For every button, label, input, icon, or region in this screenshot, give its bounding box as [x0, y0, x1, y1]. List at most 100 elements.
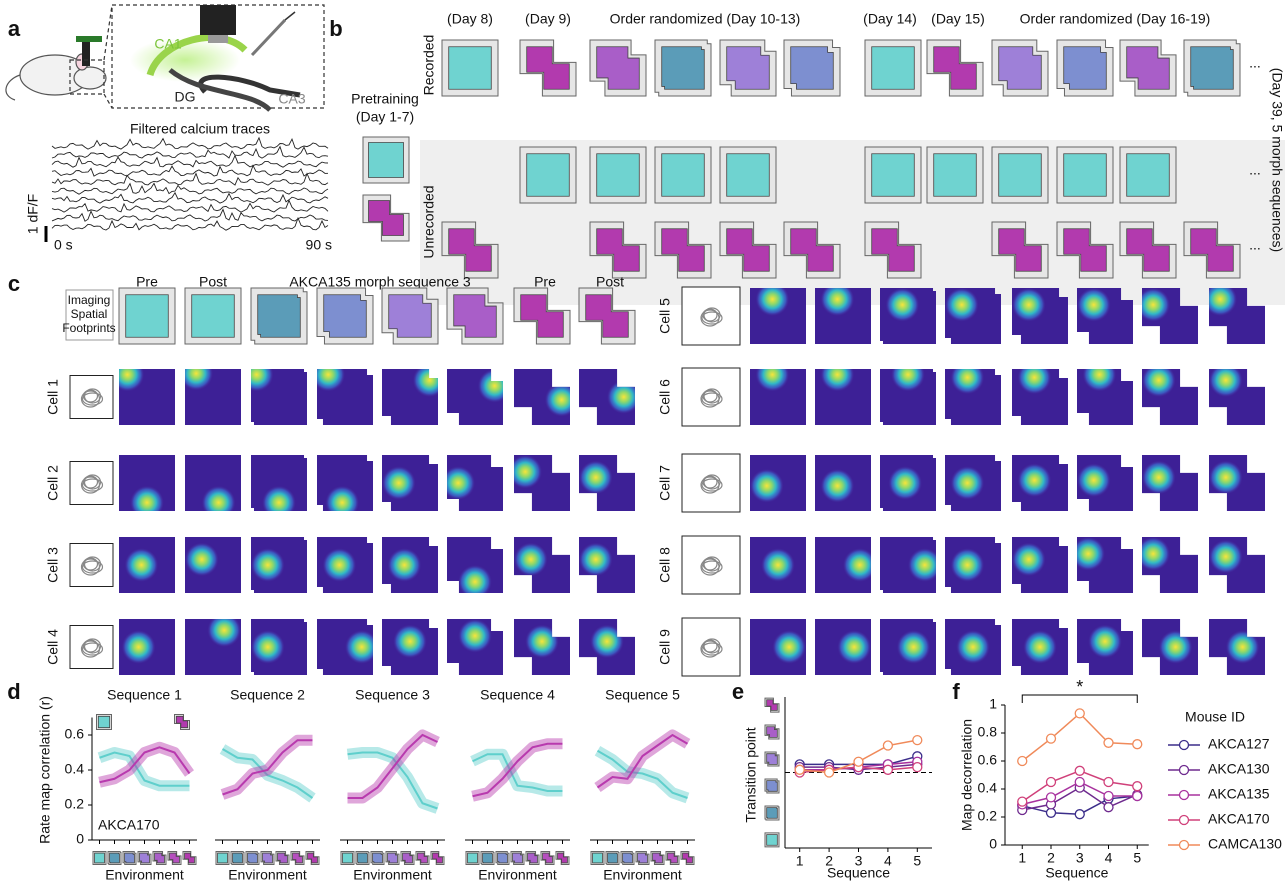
panel-label: f	[952, 679, 960, 704]
place-field	[888, 466, 922, 500]
environment-floor	[358, 853, 368, 863]
y-axis-label: Rate map correlation (r)	[37, 696, 53, 844]
environment-floor	[1127, 154, 1170, 197]
environment-floor	[1127, 47, 1170, 90]
time-label: 0 s	[54, 237, 73, 253]
x-axis-label: Environment	[105, 867, 184, 883]
footprint-box	[70, 376, 113, 419]
place-field	[761, 548, 795, 582]
calcium-trace	[52, 210, 328, 222]
column-header: AKCA135 morph sequence 3	[289, 274, 471, 290]
ellipsis: ...	[1249, 162, 1261, 178]
place-field	[772, 630, 806, 664]
environment-floor	[176, 716, 187, 727]
subplot-title: Sequence 2	[230, 687, 305, 703]
point	[1075, 810, 1084, 819]
y-tick-label: 0	[76, 831, 84, 847]
place-field	[945, 288, 979, 322]
place-field	[458, 619, 492, 653]
place-field	[843, 548, 877, 582]
y-tick-label: 0.4	[978, 780, 998, 796]
environment-floor	[662, 47, 705, 90]
environment-floor	[449, 47, 492, 90]
environment-floor	[98, 716, 109, 727]
significance: *	[1076, 677, 1083, 697]
environment-floor	[767, 808, 778, 819]
panel-label: c	[8, 271, 20, 296]
footprint-box	[682, 536, 740, 594]
place-field	[311, 358, 345, 392]
place-field	[413, 363, 447, 397]
place-field	[382, 466, 416, 500]
point	[825, 768, 834, 777]
place-field	[1018, 463, 1052, 497]
environment-floor	[872, 154, 915, 197]
place-field	[1018, 361, 1052, 395]
environment-floor	[791, 47, 834, 90]
environment-floor	[558, 853, 568, 863]
legend-marker	[1180, 766, 1189, 775]
environment-floor	[324, 295, 367, 338]
point	[1047, 793, 1056, 802]
environment-floor	[999, 154, 1042, 197]
point	[1047, 808, 1056, 817]
footprint-box	[682, 287, 740, 345]
place-field	[579, 461, 613, 495]
environment-floor	[373, 853, 383, 863]
place-field	[1159, 630, 1193, 664]
place-field	[130, 486, 164, 520]
place-field	[951, 548, 985, 582]
panel-label: e	[732, 679, 744, 704]
point	[883, 741, 892, 750]
footprint-box	[682, 368, 740, 426]
place-field	[1071, 537, 1105, 571]
place-field	[122, 630, 156, 664]
place-field	[590, 625, 624, 659]
legend-title: Mouse ID	[1185, 709, 1245, 725]
place-field	[1012, 543, 1046, 577]
place-field	[1077, 463, 1111, 497]
place-field	[441, 466, 475, 500]
environment-floor	[668, 853, 678, 863]
place-field	[262, 486, 296, 520]
place-field	[1209, 461, 1243, 495]
environment-floor	[527, 47, 570, 90]
place-field	[1209, 540, 1243, 574]
x-axis-label: Environment	[603, 867, 682, 883]
footprint-box	[682, 454, 740, 512]
environment-floor	[608, 853, 618, 863]
y-tick-label: 0.2	[65, 796, 85, 812]
place-field	[458, 565, 492, 599]
place-field	[1136, 537, 1170, 571]
environment-floor	[1064, 154, 1107, 197]
environment-floor	[727, 154, 770, 197]
environment-floor	[872, 47, 915, 90]
environment-floor	[934, 47, 977, 90]
place-field	[897, 630, 931, 664]
legend-label: AKCA170	[1208, 811, 1270, 827]
environment-floor	[369, 143, 404, 178]
environment-floor	[527, 154, 570, 197]
subplot-title: Sequence 4	[480, 687, 555, 703]
point	[1075, 709, 1084, 718]
subplot-title: Sequence 1	[107, 687, 182, 703]
place-field	[179, 357, 213, 391]
x-axis-label: Sequence	[1045, 865, 1108, 881]
environment-floor	[95, 853, 105, 863]
legend-marker	[1180, 741, 1189, 750]
footprint-label: Imaging	[68, 293, 111, 307]
place-field	[202, 486, 236, 520]
environment-floor	[1064, 47, 1107, 90]
place-field	[125, 548, 159, 582]
y-tick-label: 0	[989, 836, 997, 852]
row-label: Unrecorded	[421, 185, 437, 258]
cell-label: Cell 1	[45, 379, 61, 415]
place-field	[251, 630, 285, 664]
cell-label: Cell 4	[45, 629, 61, 665]
point	[1104, 738, 1113, 747]
column-header: Pre	[136, 274, 158, 290]
place-field	[908, 548, 942, 582]
calcium-trace	[52, 218, 328, 230]
y-axis-label: Map decorrelation	[959, 719, 975, 831]
place-field	[1012, 288, 1046, 322]
